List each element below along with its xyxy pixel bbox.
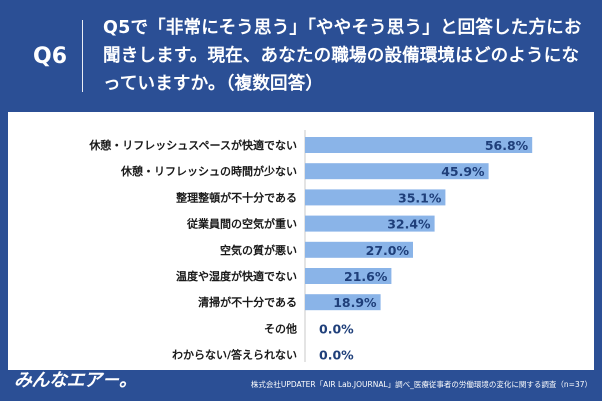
header-divider <box>82 20 83 92</box>
category-label: 従業員間の空気が重い <box>186 217 297 231</box>
category-label: 清掃が不十分である <box>198 295 297 309</box>
category-label: 整理整頓が不十分である <box>175 190 297 204</box>
header-band <box>0 0 602 112</box>
bar <box>305 215 435 232</box>
category-label: 空気の質が悪い <box>220 243 297 257</box>
footer-band <box>0 370 602 401</box>
category-label: 休憩・リフレッシュの時間が少ない <box>120 164 297 178</box>
value-label: 45.9% <box>441 164 485 179</box>
category-label: 温度や湿度が快適でない <box>176 269 297 283</box>
value-label: 27.0% <box>366 243 410 258</box>
category-label: その他 <box>264 321 297 335</box>
bar <box>305 189 446 206</box>
value-label: 21.6% <box>344 269 388 284</box>
brand-logo: みんなエア－。 <box>14 370 137 391</box>
bar <box>305 137 533 153</box>
category-label: わからない/答えられない <box>172 348 297 362</box>
question-text: Q5で「非常にそう思う」「ややそう思う」と回答した方にお聞きします。現在、あなた… <box>103 18 582 94</box>
bar <box>305 163 489 180</box>
value-label: 0.0% <box>319 348 354 363</box>
value-label: 56.8% <box>485 138 529 153</box>
bar <box>305 241 413 258</box>
source-note: 株式会社UPDATER「AIR Lab.JOURNAL」調べ_医療従事者の労働環… <box>250 380 592 389</box>
value-label: 18.9% <box>333 295 377 310</box>
chart-panel: 休憩・リフレッシュスペースが快適でない 56.8% 休憩・リフレッシュの時間が少ない… <box>8 112 594 370</box>
bar <box>305 294 381 311</box>
value-label: 32.4% <box>387 217 431 232</box>
bar <box>305 268 392 284</box>
value-label: 0.0% <box>319 321 354 336</box>
value-label: 35.1% <box>398 190 442 205</box>
bar-chart: 休憩・リフレッシュスペースが快適でない 56.8% 休憩・リフレッシュの時間が少ない… <box>88 130 533 363</box>
question-number: Q6 <box>33 44 68 69</box>
category-label: 休憩・リフレッシュスペースが快適でない <box>88 138 297 152</box>
